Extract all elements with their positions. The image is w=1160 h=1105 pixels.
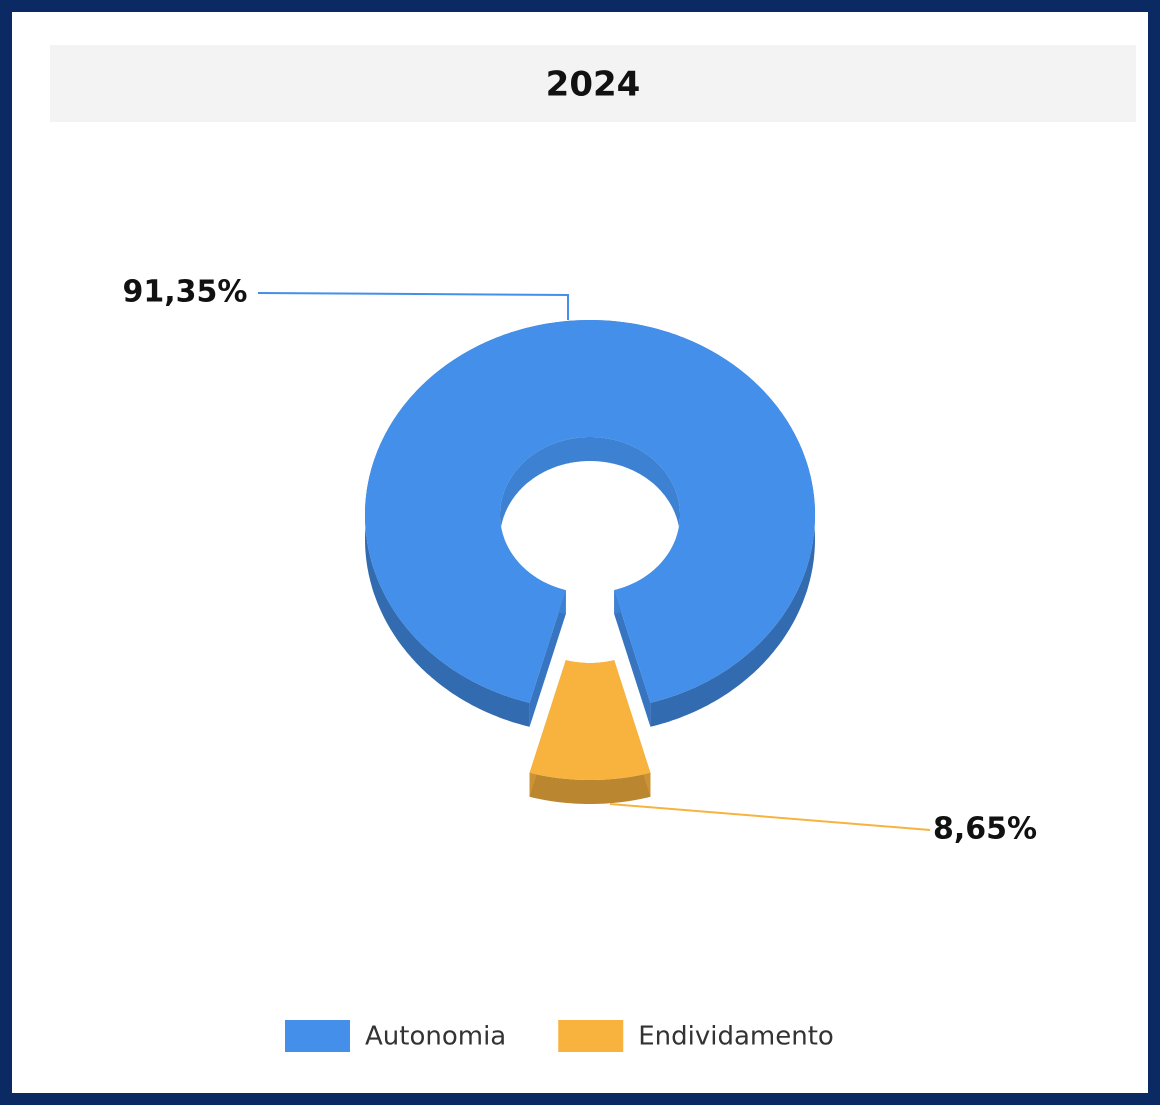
slice-top — [365, 320, 815, 703]
data-label: 8,65% — [933, 812, 1037, 847]
slice-outer-wall — [529, 772, 651, 804]
slice-top — [529, 660, 651, 780]
title-bar — [50, 45, 1136, 122]
panel — [12, 12, 1148, 1093]
legend-swatch — [285, 1020, 350, 1052]
slice-cut-wall — [614, 590, 651, 727]
leader-line — [257, 292, 569, 320]
legend-label: Endividamento — [638, 1022, 834, 1052]
legend-label: Autonomia — [365, 1022, 506, 1052]
legend-swatch — [558, 1020, 624, 1052]
slice-cut-wall — [529, 590, 566, 727]
data-label: 91,35% — [123, 275, 248, 310]
slice — [365, 320, 815, 727]
leader-line — [609, 803, 931, 831]
chart-title: 2024 — [546, 65, 641, 105]
slice — [529, 660, 651, 804]
